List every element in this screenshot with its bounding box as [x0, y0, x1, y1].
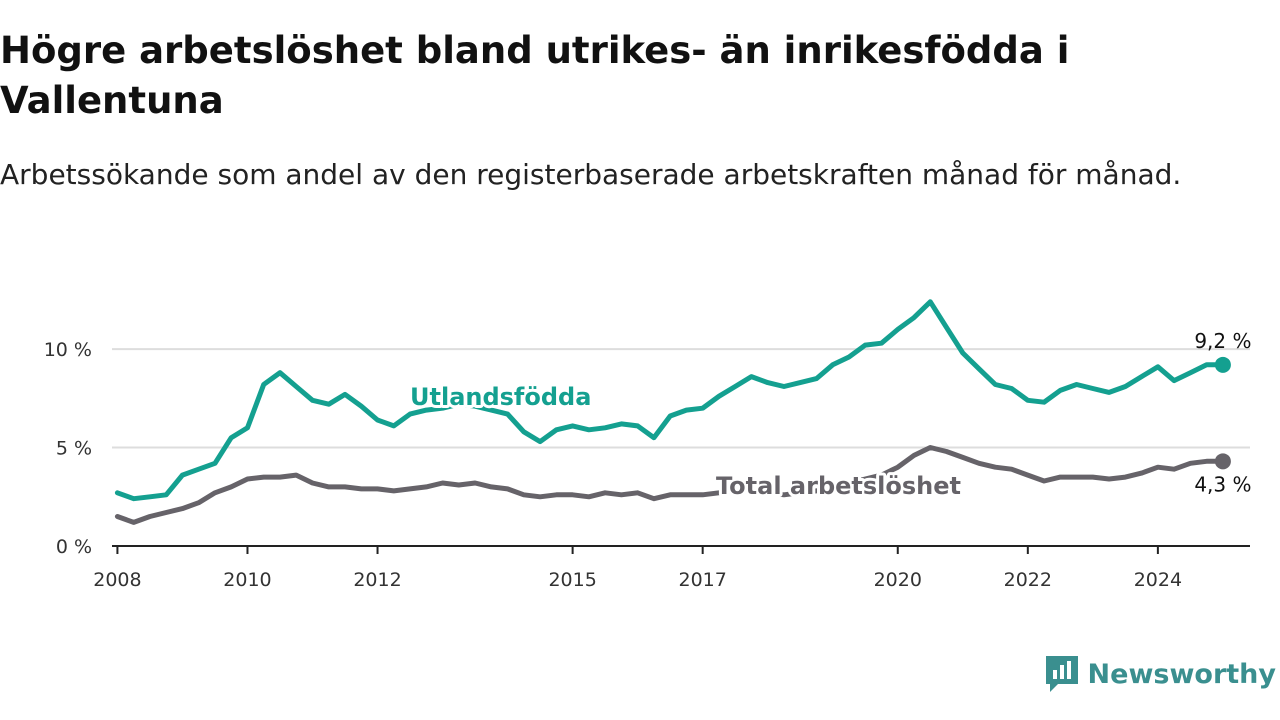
x-tick-label: 2012	[353, 569, 401, 591]
y-axis-ticks: 0 % 5 % 10 %	[44, 339, 92, 558]
chart-title: Högre arbetslöshet bland utrikes- än inr…	[0, 29, 1070, 122]
x-tick-label: 2017	[678, 569, 726, 591]
chart-subtitle: Arbetssökande som andel av den registerb…	[0, 158, 1182, 191]
end-point-marker	[1214, 453, 1231, 470]
end-point-marker	[1214, 356, 1231, 373]
series-lines	[114, 299, 1231, 525]
x-tick-label: 2022	[1004, 569, 1052, 591]
x-tick-label: 2020	[874, 569, 922, 591]
end-value-label: 4,3 %	[1194, 472, 1251, 496]
y-tick-label: 5 %	[56, 438, 92, 460]
series-label: Total arbetslöshet	[716, 472, 961, 500]
series-line-utlandsfödda	[114, 299, 1226, 502]
series-labels: 4,3 % Total arbetslöshet 9,2 % Utlandsfödda	[407, 329, 1251, 503]
x-tick-label: 2024	[1134, 569, 1182, 591]
brand-logo[interactable]: Newsworthy	[1044, 652, 1276, 696]
x-axis: 2008 2010 2012 2015 2017 2020 2022 2024	[93, 545, 1250, 591]
brand-name: Newsworthy	[1087, 658, 1276, 690]
x-tick-label: 2010	[223, 569, 271, 591]
y-tick-label: 10 %	[44, 339, 92, 361]
x-tick-label: 2008	[93, 569, 141, 591]
gridlines	[112, 348, 1250, 449]
x-tick-label: 2015	[548, 569, 596, 591]
series-line-total-arbetslöshet	[114, 445, 1226, 525]
y-tick-label: 0 %	[56, 536, 92, 558]
end-value-label: 9,2 %	[1194, 329, 1251, 353]
newsworthy-logo-icon	[1045, 656, 1078, 692]
series-label: Utlandsfödda	[410, 383, 591, 411]
